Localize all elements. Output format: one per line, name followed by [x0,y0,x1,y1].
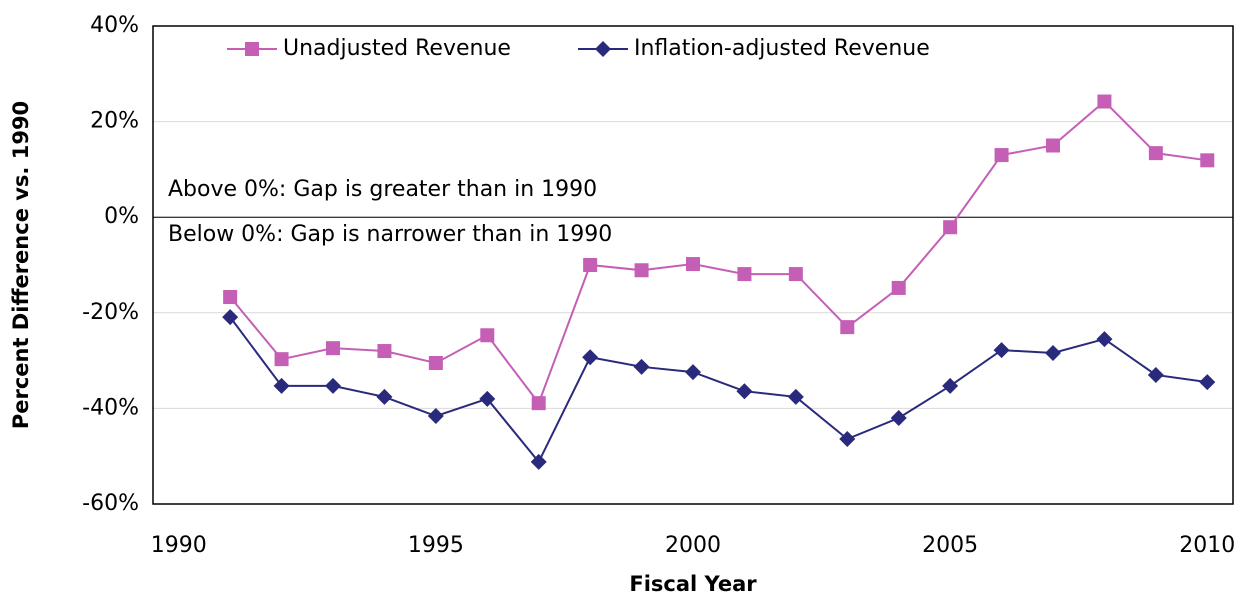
data-point [583,258,598,272]
y-tick-label: -60% [82,491,139,516]
legend-label: Inflation-adjusted Revenue [634,36,930,61]
data-point [1200,153,1215,168]
data-point [1096,331,1113,348]
data-point [1148,146,1163,161]
data-point [943,220,958,235]
y-tick-label: 40% [90,13,139,38]
data-point [840,320,855,335]
data-point [222,309,239,326]
data-point [273,377,290,394]
annotation: Above 0%: Gap is greater than in 1990 [168,177,597,202]
data-point [994,148,1009,163]
data-point [480,328,495,343]
x-tick-label: 2000 [665,533,721,558]
data-point [1097,94,1112,109]
series-line [229,316,1208,464]
data-point [787,388,804,405]
data-point [686,257,700,272]
legend-marker [595,41,611,57]
y-axis-label: Percent Difference vs. 1990 [9,101,33,429]
data-point [428,355,443,370]
legend-marker [245,42,259,56]
y-tick-label: -20% [82,300,139,325]
data-point [223,290,238,305]
data-point [325,377,341,394]
data-point [326,341,340,356]
data-point [634,263,649,278]
y-tick-label: -40% [82,395,139,420]
data-point [1045,344,1061,361]
data-point [993,342,1010,359]
x-tick-label: 1990 [151,533,207,558]
data-point [737,267,752,282]
data-point [274,352,289,367]
data-point [1199,374,1216,391]
data-point [942,377,959,394]
data-point [531,396,546,411]
data-point [582,349,599,366]
data-point [1046,138,1060,153]
data-point [377,344,392,359]
annotation: Below 0%: Gap is narrower than in 1990 [168,222,612,247]
data-point [685,364,701,381]
x-axis-label: Fiscal Year [629,572,757,596]
x-tick-label: 2010 [1179,533,1235,558]
data-point [427,408,444,425]
data-point [890,409,907,426]
data-point [891,280,906,295]
plot-frame [152,25,1234,505]
x-tick-label: 1995 [408,533,464,558]
data-point [633,358,650,375]
data-point [839,430,856,447]
x-tick-label: 2005 [922,533,978,558]
data-point [376,388,393,405]
data-point [530,453,547,470]
data-point [788,267,803,282]
y-tick-label: 0% [104,204,139,229]
y-tick-label: 20% [90,109,139,134]
data-point [736,383,753,400]
series-line [229,100,1208,406]
data-point [479,390,496,407]
legend-label: Unadjusted Revenue [283,36,511,61]
data-point [1147,366,1164,383]
